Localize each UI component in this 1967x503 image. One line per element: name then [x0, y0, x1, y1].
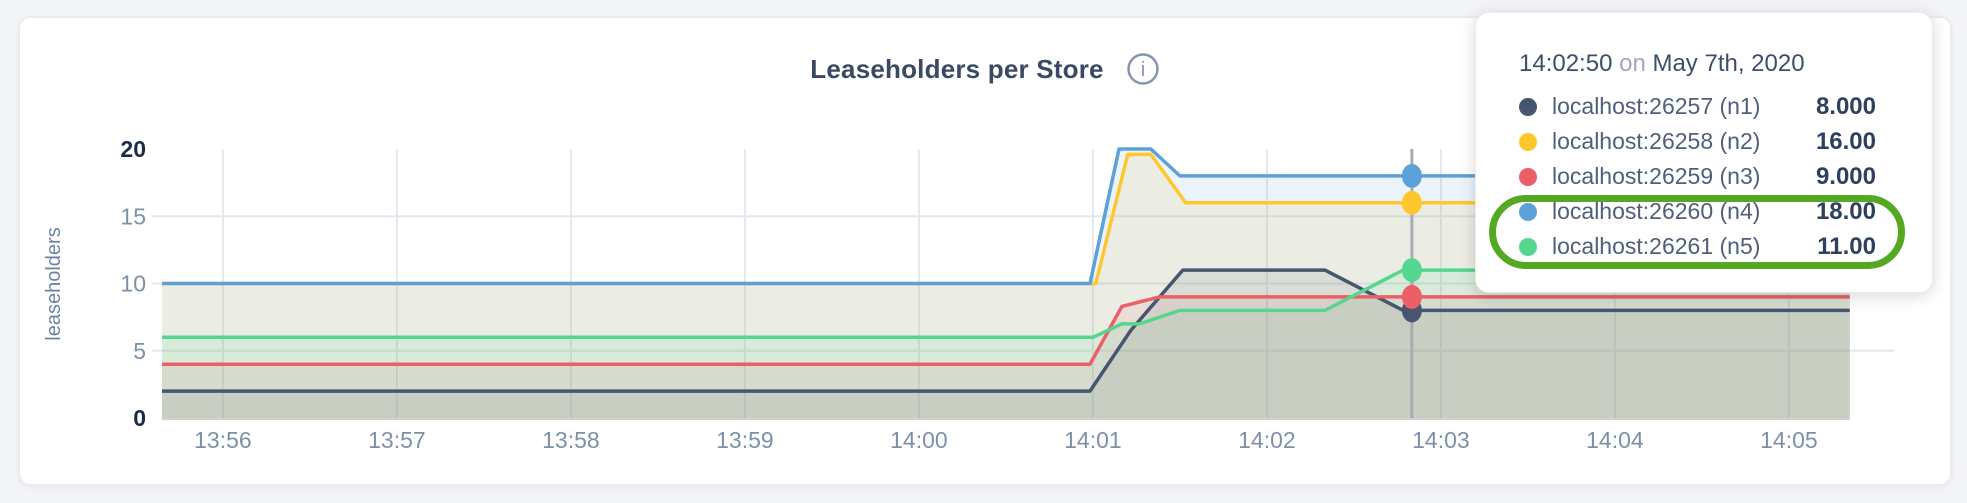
- x-tick-label: 14:02: [1238, 427, 1296, 453]
- info-icon-glyph: i: [1140, 59, 1144, 81]
- x-tick-label: 13:56: [194, 427, 252, 453]
- series-label: localhost:26258 (n2): [1552, 128, 1761, 154]
- y-tick-label: 20: [120, 136, 146, 162]
- tooltip-time: 14:02:50: [1519, 50, 1613, 77]
- series-line-5: [162, 268, 1850, 340]
- tooltip-row: localhost:26260 (n4) 18.00: [1519, 194, 1876, 229]
- series-value: 18.00: [1815, 197, 1876, 225]
- hover-dot-5: [1401, 258, 1422, 283]
- series-label: localhost:26261 (n5): [1552, 233, 1761, 259]
- series-fill-5: [162, 270, 1850, 418]
- series-line-4: [162, 147, 1850, 286]
- x-tick-label: 13:59: [716, 427, 774, 453]
- chart-title: Leaseholders per Store: [810, 53, 1104, 84]
- y-tick-label: 15: [120, 203, 146, 229]
- series-label: localhost:26260 (n4): [1552, 198, 1761, 224]
- series-value: 8.000: [1815, 92, 1876, 120]
- x-tick-label: 14:03: [1412, 427, 1470, 453]
- tooltip-date: May 7th, 2020: [1652, 50, 1805, 77]
- series-color-dot: [1519, 167, 1537, 186]
- chart-plot-area[interactable]: 13:56 13:57 13:58 13:59 14:00 14:01 14:02 14:03…: [20, 18, 1950, 484]
- tooltip-row: localhost:26259 (n3) 9.000: [1519, 159, 1876, 194]
- y-tick-label: 5: [133, 338, 146, 364]
- chart-header: Leaseholders per Store i: [20, 52, 1950, 86]
- series-color-dot: [1519, 132, 1537, 151]
- hover-tooltip: 14:02:50 on May 7th, 2020 localhost:2625…: [1475, 12, 1933, 293]
- x-tick-label: 14:04: [1586, 427, 1644, 453]
- y-tick-label: 0: [133, 405, 146, 431]
- tooltip-connector: on: [1619, 50, 1646, 77]
- series-color-dot: [1519, 97, 1537, 116]
- series-fill-3: [162, 296, 1850, 418]
- x-tick-label: 13:58: [542, 427, 600, 453]
- series-color-dot: [1519, 202, 1537, 221]
- y-axis-title: leaseholders: [43, 227, 65, 340]
- hover-dot-3: [1401, 284, 1422, 309]
- series-value: 11.00: [1817, 232, 1876, 260]
- x-tick-label: 14:01: [1064, 427, 1122, 453]
- series-line-3: [162, 295, 1850, 366]
- y-tick-label: 10: [120, 271, 146, 297]
- series-label: localhost:26257 (n1): [1552, 93, 1761, 119]
- hover-dot-2: [1401, 190, 1422, 215]
- series-label: localhost:26259 (n3): [1552, 163, 1761, 189]
- info-icon[interactable]: i: [1126, 52, 1160, 86]
- x-tick-label: 14:05: [1760, 427, 1818, 453]
- hover-dot-4: [1401, 163, 1422, 188]
- series-value: 9.000: [1815, 162, 1876, 190]
- x-tick-label: 14:00: [890, 427, 948, 453]
- tooltip-legend: localhost:26257 (n1) 8.000 localhost:26258…: [1519, 89, 1876, 264]
- tooltip-row: localhost:26261 (n5) 11.00: [1519, 229, 1876, 264]
- series-value: 16.00: [1815, 127, 1876, 155]
- x-tick-label: 13:57: [368, 427, 426, 453]
- tooltip-row: localhost:26257 (n1) 8.000: [1519, 89, 1876, 124]
- tooltip-row: localhost:26258 (n2) 16.00: [1519, 124, 1876, 159]
- tooltip-timestamp: 14:02:50 on May 7th, 2020: [1519, 49, 1876, 79]
- series-fill-2: [162, 154, 1850, 418]
- series-fill-1: [162, 270, 1850, 418]
- series-color-dot: [1519, 237, 1537, 256]
